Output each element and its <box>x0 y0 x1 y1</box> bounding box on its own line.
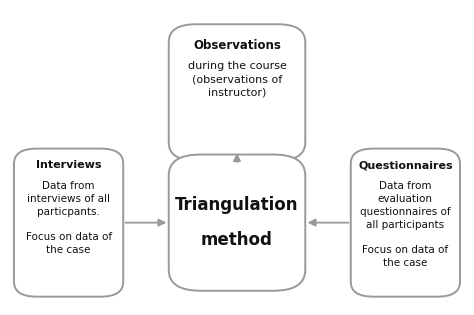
Text: Observations: Observations <box>193 39 281 52</box>
FancyBboxPatch shape <box>169 24 305 160</box>
Text: Questionnaires: Questionnaires <box>358 160 453 170</box>
Text: method: method <box>201 232 273 249</box>
Text: Interviews: Interviews <box>36 160 101 170</box>
FancyBboxPatch shape <box>351 149 460 297</box>
Text: Data from
evaluation
questionnaires of
all participants

Focus on data of
the ca: Data from evaluation questionnaires of a… <box>360 181 451 268</box>
Text: Triangulation: Triangulation <box>175 196 299 214</box>
Text: during the course
(observations of
instructor): during the course (observations of instr… <box>188 61 286 98</box>
Text: Data from
interviews of all
particpants.

Focus on data of
the case: Data from interviews of all particpants.… <box>26 181 112 255</box>
FancyBboxPatch shape <box>14 149 123 297</box>
FancyBboxPatch shape <box>169 155 305 291</box>
